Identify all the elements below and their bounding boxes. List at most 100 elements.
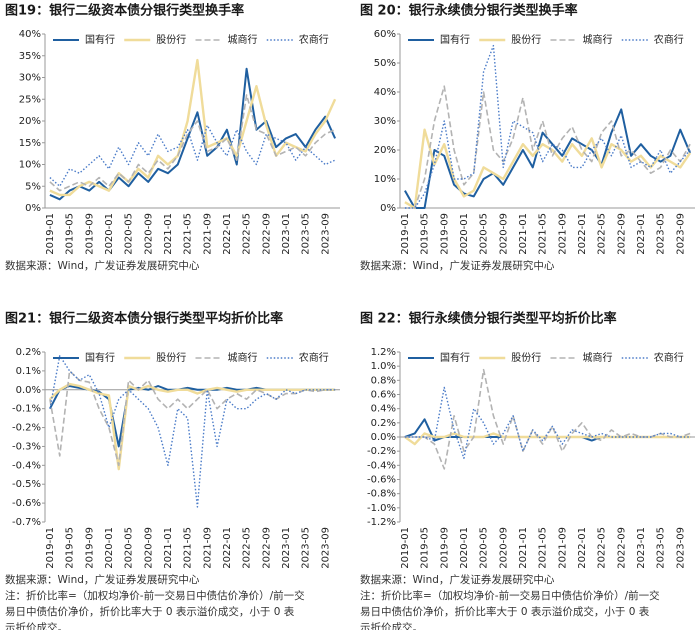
x-tick-label: 2019-09 [439,213,450,255]
x-tick-label: 2022-01 [577,213,588,255]
x-tick-label: 2022-05 [242,527,253,569]
legend-label: 国有行 [85,33,115,46]
chart-title: 图19：银行二级资本债分银行类型换手率 [5,3,244,19]
x-tick-label: 2019-05 [65,213,76,255]
x-tick-label: 2021-09 [557,527,568,569]
footnote: 注：折价比率=（加权均净价-前一交易日中债估价净价）/前一交 [360,589,660,602]
x-tick-label: 2022-01 [222,213,233,255]
x-tick-label: 2022-09 [616,527,627,569]
x-tick-label: 2022-09 [616,213,627,255]
y-tick-label: 0.0% [16,385,41,396]
y-tick-label: -0.3% [12,441,41,452]
y-tick-label: -0.7% [12,517,41,528]
legend-label: 国有行 [440,351,470,364]
series-line [404,386,691,459]
y-tick-label: 30% [19,73,41,84]
y-tick-label: 10% [19,160,41,171]
y-tick-label: 0.2% [16,347,41,358]
y-tick-label: 20% [374,145,396,156]
legend-label: 国有行 [440,33,470,46]
x-tick-label: 2019-05 [420,527,431,569]
x-tick-label: 2020-01 [459,213,470,255]
series-line [49,94,336,192]
x-tick-label: 2021-05 [183,527,194,569]
x-tick-label: 2021-01 [163,213,174,255]
source-note: 数据来源：Wind，广发证券发展研究中心 [5,259,200,272]
x-tick-label: 2019-09 [84,527,95,569]
legend-label: 农商行 [654,33,684,46]
x-tick-label: 2022-05 [597,527,608,569]
y-tick-label: 0.6% [371,390,396,401]
legend-label: 股份行 [156,351,186,364]
y-tick-label: -1.2% [367,517,396,528]
footnote: 示折价成交。 [360,621,423,630]
x-tick-label: 2021-01 [518,213,529,255]
x-tick-label: 2023-05 [656,213,667,255]
x-tick-label: 2022-09 [261,527,272,569]
y-tick-label: -0.2% [367,446,396,457]
x-tick-label: 2019-01 [45,213,56,255]
x-tick-label: 2023-05 [301,213,312,255]
x-tick-label: 2020-05 [124,527,135,569]
series-line [404,108,692,209]
x-tick-label: 2020-05 [479,213,490,255]
y-tick-label: 25% [19,94,41,105]
x-tick-label: 2023-05 [301,527,312,569]
x-tick-label: 2021-05 [538,213,549,255]
x-tick-label: 2023-09 [320,527,331,569]
y-tick-label: 0% [380,203,396,214]
series-line [49,382,336,471]
x-tick-label: 2020-05 [479,527,490,569]
x-tick-label: 2019-09 [439,527,450,569]
y-tick-label: 0.8% [371,375,396,386]
legend-label: 股份行 [511,33,541,46]
legend-label: 股份行 [511,351,541,364]
chart-title: 图21：银行二级资本债分银行类型平均折价比率 [5,311,283,327]
x-tick-label: 2020-09 [143,213,154,255]
y-tick-label: 35% [19,51,41,62]
legend-label: 农商行 [299,351,329,364]
y-tick-label: 1.0% [371,361,396,372]
series-line [49,67,336,201]
y-tick-label: 0.0% [371,432,396,443]
legend-label: 城商行 [583,351,613,364]
x-tick-label: 2019-01 [45,527,56,569]
x-tick-label: 2019-01 [400,527,411,569]
y-tick-label: 5% [25,181,41,192]
series-line [49,370,336,467]
y-tick-label: -0.6% [367,475,396,486]
y-tick-label: -1.0% [367,503,396,514]
y-tick-label: 15% [19,138,41,149]
source-note: 数据来源：Wind，广发证券发展研究中心 [5,573,200,586]
y-tick-label: 10% [374,174,396,185]
y-tick-label: -0.4% [367,460,396,471]
x-tick-label: 2021-01 [518,527,529,569]
y-tick-label: 40% [19,29,41,40]
y-tick-label: 0.2% [371,418,396,429]
series-line [404,368,691,470]
legend-label: 农商行 [299,33,329,46]
legend-label: 国有行 [85,351,115,364]
y-tick-label: 0.1% [16,366,41,377]
x-tick-label: 2022-05 [597,213,608,255]
x-tick-label: 2020-01 [104,527,115,569]
series-line [49,385,336,448]
footnote: 注：折价比率=（加权均净价-前一交易日中债估价净价）/前一交 [5,589,305,602]
x-tick-label: 2022-01 [222,527,233,569]
x-tick-label: 2021-05 [538,527,549,569]
x-tick-label: 2021-09 [202,527,213,569]
legend-label: 城商行 [228,33,258,46]
legend-label: 城商行 [583,33,613,46]
legend-label: 农商行 [654,351,684,364]
y-tick-label: 50% [374,58,396,69]
source-note: 数据来源：Wind，广发证券发展研究中心 [360,259,555,272]
x-tick-label: 2022-05 [242,213,253,255]
y-tick-label: 30% [374,116,396,127]
x-tick-label: 2020-09 [498,527,509,569]
x-tick-label: 2020-09 [143,527,154,569]
y-tick-label: 40% [374,87,396,98]
x-tick-label: 2020-09 [498,213,509,255]
x-tick-label: 2020-01 [104,213,115,255]
legend-label: 城商行 [228,351,258,364]
